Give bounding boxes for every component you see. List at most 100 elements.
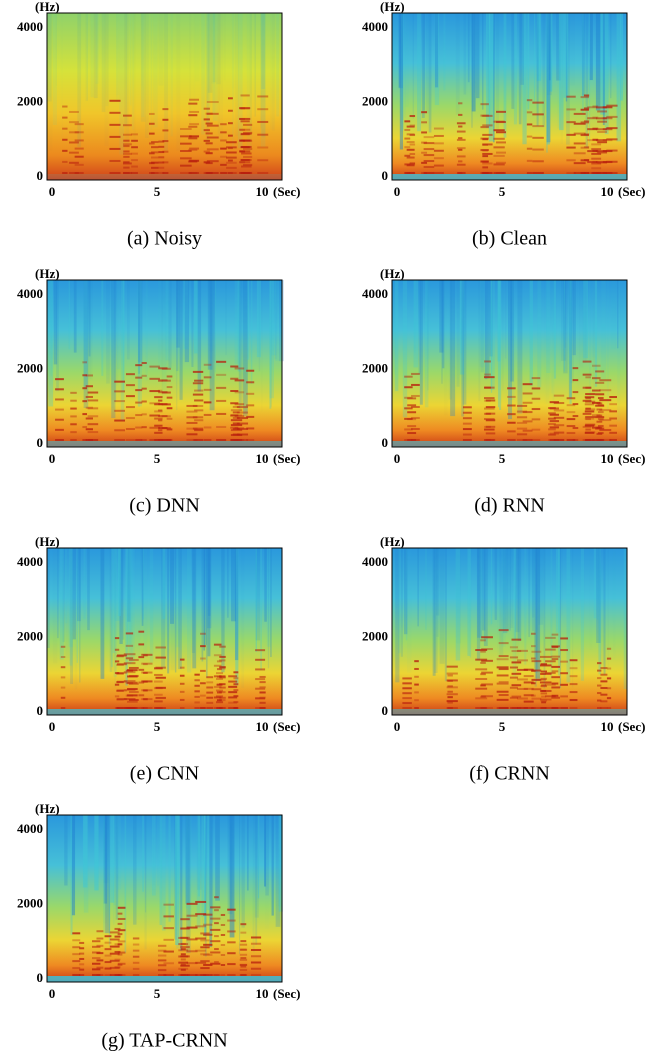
spectrogram-harmonic bbox=[239, 139, 251, 142]
y-tick-label: 2000 bbox=[17, 93, 43, 108]
spectrogram-stripe bbox=[254, 815, 259, 918]
spectrogram-floor bbox=[47, 709, 282, 715]
spectrogram-harmonic bbox=[228, 172, 233, 174]
spectrogram-harmonic bbox=[186, 938, 198, 941]
x-tick-label: 0 bbox=[49, 184, 56, 199]
spectrogram-harmonic bbox=[602, 106, 613, 109]
plot-frame bbox=[391, 279, 628, 448]
spectrogram-harmonic bbox=[85, 406, 93, 409]
spectrogram-harmonic bbox=[157, 974, 167, 976]
spectrogram-harmonic bbox=[406, 172, 415, 174]
spectrogram-harmonic bbox=[241, 165, 252, 168]
spectrogram-stripe bbox=[507, 548, 511, 631]
spectrogram-stripe bbox=[179, 280, 183, 400]
spectrogram-harmonic bbox=[480, 149, 489, 152]
spectrogram-stripe bbox=[140, 13, 146, 122]
spectrogram-stripe bbox=[116, 13, 119, 95]
spectrogram-stripe bbox=[582, 280, 587, 363]
spectrogram-harmonic bbox=[531, 387, 541, 390]
spectrogram-stripe bbox=[265, 815, 269, 896]
spectrogram-harmonic bbox=[566, 108, 576, 111]
spectrogram-harmonic bbox=[496, 707, 509, 709]
spectrogram-harmonic bbox=[226, 172, 237, 174]
spectrogram-harmonic bbox=[411, 405, 420, 408]
spectrogram-stripe bbox=[404, 13, 409, 108]
spectrogram-stripe bbox=[124, 13, 128, 126]
spectrogram-harmonic bbox=[228, 696, 238, 699]
spectrogram-harmonic bbox=[109, 931, 120, 934]
spectrogram-harmonic bbox=[154, 680, 163, 683]
spectrogram-harmonic bbox=[82, 374, 88, 377]
spectrogram-harmonic bbox=[531, 707, 542, 709]
spectrogram-harmonic bbox=[540, 699, 548, 702]
spectrogram-stripe bbox=[424, 280, 429, 408]
spectrogram-harmonic bbox=[597, 172, 608, 174]
spectrogram-harmonic bbox=[597, 684, 602, 687]
spectrogram-harmonic bbox=[205, 142, 213, 145]
spectrogram-harmonic bbox=[192, 370, 204, 373]
spectrogram-stripe bbox=[569, 280, 574, 384]
spectrogram-harmonic bbox=[531, 408, 541, 411]
spectrogram-harmonic bbox=[87, 431, 99, 434]
spectrogram-harmonic bbox=[131, 133, 138, 136]
spectrogram-harmonic bbox=[155, 707, 166, 709]
spectrogram-harmonic bbox=[433, 127, 444, 130]
spectrogram-harmonic bbox=[157, 959, 167, 962]
spectrogram-stripe bbox=[218, 13, 223, 139]
spectrogram-stripe bbox=[234, 280, 239, 364]
spectrogram-stripe bbox=[76, 548, 78, 663]
spectrogram-harmonic bbox=[596, 106, 607, 109]
spectrogram-harmonic bbox=[423, 160, 435, 163]
spectrogram-stripe bbox=[47, 13, 51, 98]
spectrogram-harmonic bbox=[230, 402, 239, 405]
spectrogram-harmonic bbox=[587, 128, 597, 131]
spectrogram-harmonic bbox=[255, 658, 266, 661]
spectrogram-harmonic bbox=[587, 117, 597, 120]
spectrogram-harmonic bbox=[531, 678, 542, 681]
spectrogram-harmonic bbox=[236, 422, 249, 425]
spectrogram-harmonic bbox=[496, 658, 509, 661]
spectrogram-harmonic bbox=[539, 664, 552, 667]
spectrogram-harmonic bbox=[123, 671, 136, 674]
spectrogram-harmonic bbox=[180, 135, 192, 138]
spectrogram-harmonic bbox=[456, 155, 466, 158]
spectrogram-harmonic bbox=[480, 126, 489, 129]
spectrogram-harmonic bbox=[541, 684, 547, 687]
spectrogram-stripe bbox=[95, 13, 99, 84]
spectrogram-harmonic bbox=[122, 143, 132, 146]
spectrogram-stripe bbox=[239, 815, 241, 955]
spectrogram-harmonic bbox=[188, 148, 198, 151]
x-unit: (Sec) bbox=[618, 184, 645, 199]
spectrogram-stripe bbox=[176, 280, 179, 372]
spectrogram-harmonic bbox=[206, 681, 214, 684]
spectrogram-harmonic bbox=[180, 164, 192, 167]
spectrogram-harmonic bbox=[560, 707, 568, 709]
y-tick-label: 4000 bbox=[17, 554, 43, 569]
spectrogram-harmonic bbox=[158, 399, 163, 402]
spectrogram-harmonic bbox=[255, 668, 266, 671]
spectrogram-harmonic bbox=[96, 966, 104, 969]
spectrogram-harmonic bbox=[162, 161, 169, 164]
plot-frame bbox=[391, 12, 628, 181]
spectrogram-stripe bbox=[212, 13, 216, 114]
spectrogram-harmonic bbox=[241, 152, 252, 155]
spectrogram-harmonic bbox=[531, 669, 542, 672]
spectrogram-harmonic bbox=[243, 123, 253, 126]
spectrogram-stripe bbox=[484, 280, 488, 380]
spectrogram-harmonic bbox=[583, 172, 590, 174]
spectrogram-stripe bbox=[524, 548, 527, 665]
x-tick-label: 5 bbox=[154, 451, 161, 466]
spectrogram-stripe bbox=[617, 13, 619, 119]
spectrogram-stripe bbox=[436, 548, 440, 616]
spectrogram-harmonic bbox=[569, 683, 578, 686]
spectrogram-harmonic bbox=[423, 166, 435, 169]
spectrogram-harmonic bbox=[526, 172, 533, 174]
spectrogram-harmonic bbox=[151, 141, 159, 144]
spectrogram-harmonic bbox=[545, 660, 556, 663]
spectrogram-harmonic bbox=[511, 638, 522, 641]
spectrogram-harmonic bbox=[239, 968, 248, 971]
x-tick-label: 0 bbox=[394, 719, 401, 734]
spectrogram-harmonic bbox=[480, 639, 486, 642]
spectrogram-stripe bbox=[138, 280, 140, 374]
spectrogram-harmonic bbox=[74, 131, 84, 134]
